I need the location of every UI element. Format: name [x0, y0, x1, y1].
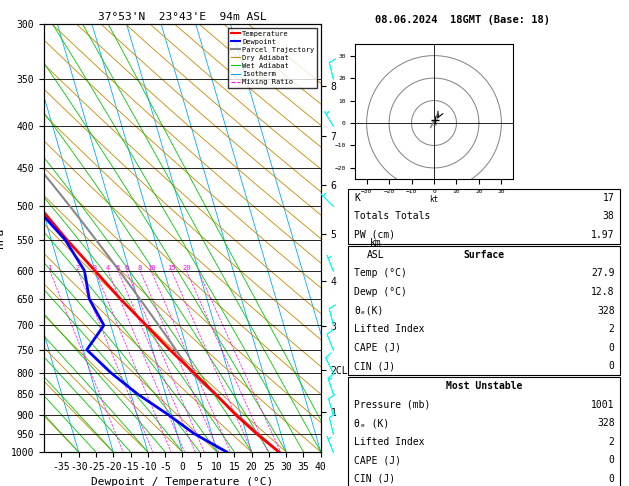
Text: 38: 38	[603, 211, 615, 222]
Text: 08.06.2024  18GMT (Base: 18): 08.06.2024 18GMT (Base: 18)	[375, 15, 550, 25]
Text: Totals Totals: Totals Totals	[354, 211, 430, 222]
Bar	[348, 189, 620, 244]
Text: 10: 10	[147, 264, 155, 271]
Text: Lifted Index: Lifted Index	[354, 324, 425, 334]
Text: 27.9: 27.9	[591, 268, 615, 278]
Y-axis label: hPa: hPa	[0, 228, 5, 248]
Text: 2: 2	[75, 264, 80, 271]
Text: 3: 3	[93, 264, 97, 271]
Text: 1.97: 1.97	[591, 230, 615, 240]
Text: Surface: Surface	[464, 250, 505, 260]
Text: CAPE (J): CAPE (J)	[354, 343, 401, 353]
Text: K: K	[354, 193, 360, 203]
Bar	[348, 246, 620, 375]
Text: Dewp (°C): Dewp (°C)	[354, 287, 407, 297]
Text: 5: 5	[116, 264, 120, 271]
Text: 8: 8	[138, 264, 142, 271]
Text: PW (cm): PW (cm)	[354, 230, 395, 240]
Text: 1001: 1001	[591, 399, 615, 410]
Text: Lifted Index: Lifted Index	[354, 437, 425, 447]
X-axis label: Dewpoint / Temperature (°C): Dewpoint / Temperature (°C)	[91, 477, 274, 486]
Text: Pressure (mb): Pressure (mb)	[354, 399, 430, 410]
Text: 2: 2	[609, 324, 615, 334]
Text: 328: 328	[597, 306, 615, 315]
Text: 17: 17	[603, 193, 615, 203]
Text: 20: 20	[182, 264, 191, 271]
Text: θₑ (K): θₑ (K)	[354, 418, 389, 428]
Text: 2: 2	[609, 437, 615, 447]
Text: CIN (J): CIN (J)	[354, 474, 395, 484]
Text: Temp (°C): Temp (°C)	[354, 268, 407, 278]
Text: 0: 0	[609, 361, 615, 371]
Text: 0: 0	[609, 455, 615, 465]
Text: CIN (J): CIN (J)	[354, 361, 395, 371]
Text: CAPE (J): CAPE (J)	[354, 455, 401, 465]
Text: 328: 328	[597, 418, 615, 428]
X-axis label: kt: kt	[430, 195, 438, 204]
Text: θₑ(K): θₑ(K)	[354, 306, 384, 315]
Text: Most Unstable: Most Unstable	[446, 381, 523, 391]
Bar	[348, 377, 620, 486]
Legend: Temperature, Dewpoint, Parcel Trajectory, Dry Adiabat, Wet Adiabat, Isotherm, Mi: Temperature, Dewpoint, Parcel Trajectory…	[228, 28, 317, 88]
Title: 37°53'N  23°43'E  94m ASL: 37°53'N 23°43'E 94m ASL	[98, 12, 267, 22]
Text: 4: 4	[106, 264, 110, 271]
Text: 0: 0	[609, 474, 615, 484]
Text: 0: 0	[609, 343, 615, 353]
Text: 15: 15	[167, 264, 175, 271]
Text: 1: 1	[48, 264, 52, 271]
Text: 12.8: 12.8	[591, 287, 615, 297]
Text: 6: 6	[124, 264, 128, 271]
Y-axis label: km
ASL: km ASL	[367, 238, 385, 260]
